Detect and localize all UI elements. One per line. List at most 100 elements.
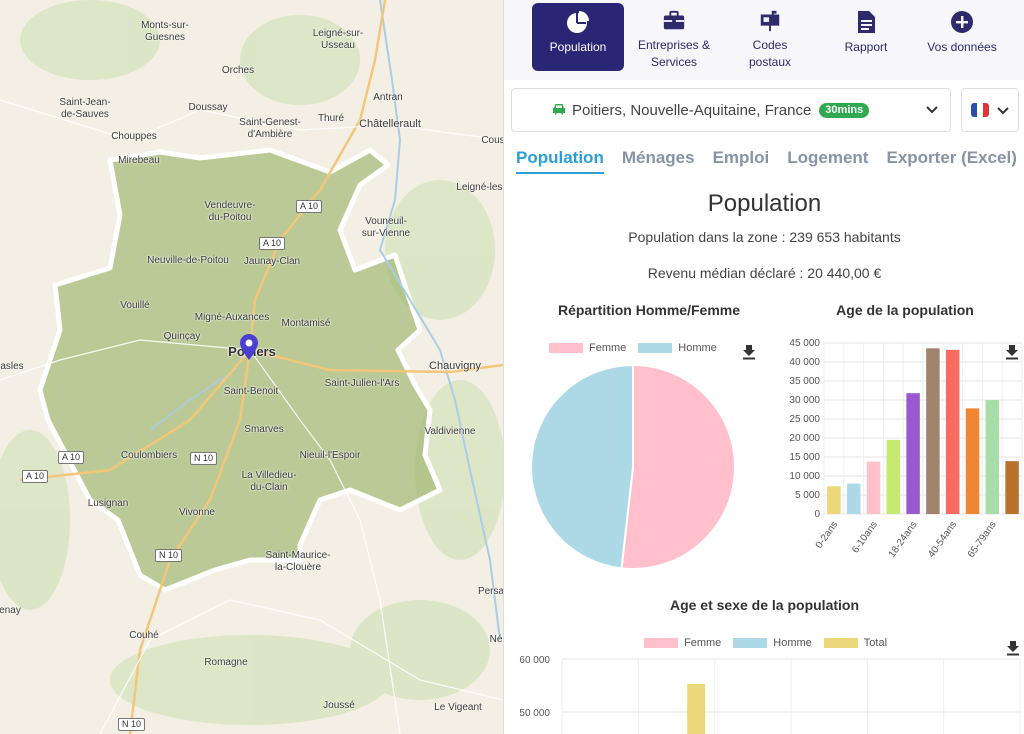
map-place-label: Joussé <box>323 700 355 711</box>
bar-65-79ans[interactable] <box>985 400 1000 514</box>
section-title: Population <box>707 190 822 217</box>
y-tick-label: 40 000 <box>789 357 820 368</box>
download-icon[interactable] <box>1005 640 1021 656</box>
map-place-label: Né <box>489 634 503 645</box>
median-revenue: Revenu médian déclaré : 20 440,00 € <box>647 265 882 281</box>
tab-emploi[interactable]: Emploi <box>712 148 770 167</box>
x-tick-label: 6-10ans <box>850 519 880 555</box>
pie-chart-icon <box>567 11 589 33</box>
side-panel: Population Entreprises & Services Codes po… <box>503 0 1024 734</box>
bar-55-64ans[interactable] <box>965 408 980 514</box>
y-tick-label: 25 000 <box>789 414 820 425</box>
y-tick-label: 0 <box>814 509 820 520</box>
document-icon <box>858 11 875 33</box>
pie-slice-homme[interactable] <box>530 363 634 570</box>
chevron-down-icon <box>926 106 938 114</box>
nav-population-button[interactable]: Population <box>532 3 624 71</box>
age-chart-title: Age de la population <box>836 302 974 318</box>
map-place-label: Vouneuil- sur-Vienne <box>361 216 411 239</box>
road-shield: N 10 <box>155 549 183 562</box>
location-select[interactable]: Poitiers, Nouvelle-Aquitaine, France 30m… <box>511 88 951 132</box>
y-tick-label: 5 000 <box>795 490 820 501</box>
travel-time-badge: 30mins <box>819 102 870 118</box>
y-tick-label: 60 000 <box>519 655 550 666</box>
pie-legend: Femme Homme <box>549 342 723 354</box>
map-canvas <box>0 0 503 734</box>
bar-0-2ans[interactable] <box>827 486 841 514</box>
map-place-label: Quinçay <box>163 331 201 342</box>
tab-population[interactable]: Population <box>516 148 604 174</box>
legend-item[interactable]: Total <box>823 637 887 649</box>
mailbox-icon <box>760 10 780 32</box>
x-tick-label: 40-54ans <box>926 519 959 559</box>
bar-80ans+[interactable] <box>1005 461 1019 514</box>
legend-label: Homme <box>773 637 812 649</box>
legend-label: Femme <box>684 637 722 649</box>
tab-exporter[interactable]: Exporter (Excel) <box>886 148 1017 167</box>
gender-pie-chart <box>530 363 736 570</box>
y-tick-label: 30 000 <box>789 395 820 406</box>
download-icon[interactable] <box>1004 344 1020 360</box>
top-navigation: Population Entreprises & Services Codes po… <box>504 0 1024 80</box>
x-tick-label: 18-24ans <box>887 519 920 559</box>
x-tick-label: 0-2ans <box>814 519 841 550</box>
legend-swatch <box>823 638 858 648</box>
map-place-label: Vendeuvre- du-Poitou <box>204 200 256 223</box>
bar-25-39ans[interactable] <box>926 348 940 514</box>
download-icon[interactable] <box>741 344 757 360</box>
bar-18-24ans[interactable] <box>906 393 920 514</box>
legend-swatch <box>733 638 768 648</box>
map-place-label: Monts-sur- Guesnes <box>141 20 189 43</box>
tab-logement[interactable]: Logement <box>787 148 869 167</box>
bar-40-54ans[interactable] <box>945 349 960 514</box>
map-place-label: Thuré <box>317 113 345 124</box>
x-tick-label: 65-79ans <box>966 519 999 559</box>
legend-swatch <box>644 638 678 648</box>
legend-item[interactable]: Femme <box>549 342 626 354</box>
age-sex-chart-title: Age et sexe de la population <box>669 597 860 613</box>
location-pin-icon[interactable] <box>240 334 258 360</box>
age-bar-chart: 0 5 000 10 000 15 000 20 000 25 000 30 000 35 0… <box>789 338 1023 560</box>
bar-6-10ans[interactable] <box>866 461 881 514</box>
section-tabs: Population Ménages Emploi Logement Exporter … <box>516 148 1017 174</box>
map-place-label: Smarves <box>244 424 284 435</box>
map-place-label: Saint-Maurice- la-Clouère <box>265 550 331 573</box>
y-tick-label: 45 000 <box>789 338 820 349</box>
road-shield: A 10 <box>259 237 286 250</box>
pie-slice-femme[interactable] <box>620 363 736 570</box>
nav-rapport-button[interactable]: Rapport <box>820 3 912 71</box>
location-text: Poitiers, Nouvelle-Aquitaine, France <box>572 101 812 119</box>
map-place-label: Antran <box>373 92 403 103</box>
road-shield: A 10 <box>58 451 85 464</box>
language-select[interactable] <box>961 88 1019 132</box>
nav-entreprises-button[interactable]: Entreprises & Services <box>628 3 720 71</box>
tab-ménages[interactable]: Ménages <box>621 148 695 167</box>
legend-item[interactable]: Homme <box>638 342 717 354</box>
population-total: Population dans la zone : 239 653 habita… <box>628 229 901 245</box>
nav-label: Population <box>549 40 607 54</box>
plus-circle-icon <box>951 11 973 33</box>
map-view[interactable]: Monts-sur- Guesnes Leigné-sur- Usseau Orch… <box>0 0 503 734</box>
map-place-label: Leigné-les- <box>456 182 503 193</box>
nav-codes-button[interactable]: Codes postaux <box>724 3 816 71</box>
age-sex-legend: Femme Homme Total <box>644 637 893 649</box>
map-place-label: Nieuil-l'Espoir <box>299 450 361 461</box>
map-place-label: Saint-Benoit <box>223 386 279 397</box>
y-tick-label: 50 000 <box>519 708 550 719</box>
age-sex-bar-chart: 60 000 50 000 <box>519 655 1021 734</box>
map-place-label: Mirebeau <box>118 155 160 166</box>
map-place-label: Orches <box>221 65 255 76</box>
legend-label: Homme <box>678 342 717 354</box>
bar-11-17ans[interactable] <box>886 439 901 514</box>
legend-item[interactable]: Femme <box>644 637 721 649</box>
nav-label: Vos données <box>927 40 997 54</box>
car-icon <box>553 104 565 115</box>
map-place-label: Valdivienne <box>424 426 476 437</box>
map-place-label: La Villedieu- du-Clain <box>241 470 297 493</box>
legend-item[interactable]: Homme <box>733 637 812 649</box>
nav-vos-button[interactable]: Vos données <box>916 3 1008 71</box>
location-row: Poitiers, Nouvelle-Aquitaine, France 30m… <box>511 88 1019 132</box>
bar-3-5ans[interactable] <box>846 483 861 514</box>
nav-label: Rapport <box>844 40 888 54</box>
bar-total[interactable] <box>687 683 706 734</box>
